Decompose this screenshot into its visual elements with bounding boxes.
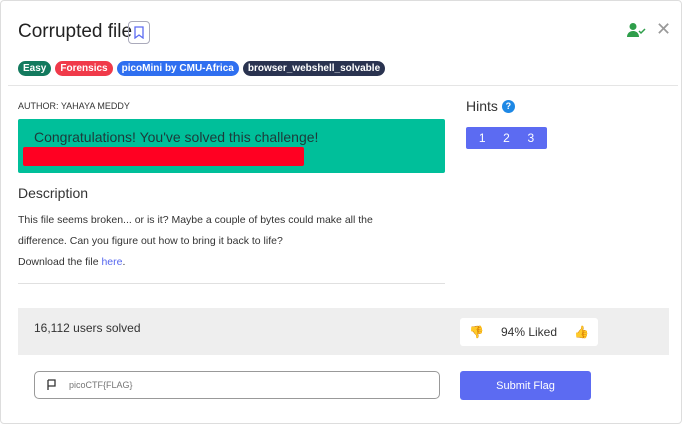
bookmark-button[interactable] — [128, 21, 150, 44]
close-icon[interactable]: ✕ — [656, 19, 672, 39]
thumbs-up-icon[interactable]: 👍 — [574, 325, 589, 339]
hint-buttons: 1 2 3 — [466, 127, 547, 149]
hint-button-1[interactable]: 1 — [478, 131, 486, 145]
submit-flag-button[interactable]: Submit Flag — [460, 371, 591, 400]
help-icon[interactable]: ? — [501, 99, 515, 113]
tag-list: Easy Forensics picoMini by CMU-Africa br… — [18, 61, 386, 76]
divider — [18, 283, 445, 284]
bookmark-icon — [134, 26, 144, 39]
tag-webshell: browser_webshell_solvable — [242, 61, 386, 76]
redacted-flag — [23, 147, 304, 166]
download-prefix: Download the file — [18, 256, 102, 268]
user-check-icon — [627, 22, 647, 43]
thumbs-down-icon[interactable]: 👎 — [469, 325, 484, 339]
tag-difficulty: Easy — [18, 61, 52, 76]
hints-heading: Hints ? — [466, 98, 515, 114]
description-heading: Description — [18, 185, 89, 201]
liked-percent: 94% Liked — [500, 325, 558, 339]
hint-button-2[interactable]: 2 — [503, 131, 510, 145]
flag-icon — [47, 379, 56, 390]
hints-label: Hints — [466, 98, 498, 114]
description: This file seems broken... or is it? Mayb… — [18, 210, 418, 273]
solved-banner: Congratulations! You've solved this chal… — [18, 119, 445, 173]
stats-bar: 16,112 users solved 👎 94% Liked 👍 — [18, 308, 669, 355]
solved-message: Congratulations! You've solved this chal… — [34, 129, 319, 145]
like-widget: 👎 94% Liked 👍 — [460, 318, 598, 346]
description-text: This file seems broken... or is it? Mayb… — [18, 214, 373, 247]
challenge-title: Corrupted file — [18, 21, 133, 42]
flag-input[interactable] — [69, 380, 399, 390]
tag-event: picoMini by CMU-Africa — [116, 61, 239, 76]
download-suffix: . — [122, 256, 126, 268]
tag-category: Forensics — [55, 61, 113, 76]
divider — [8, 85, 678, 86]
users-solved: 16,112 users solved — [34, 321, 141, 335]
author: AUTHOR: YAHAYA MEDDY — [18, 101, 130, 111]
download-link[interactable]: here — [101, 256, 123, 268]
flag-input-wrapper — [34, 371, 440, 399]
hint-button-3[interactable]: 3 — [527, 131, 535, 145]
